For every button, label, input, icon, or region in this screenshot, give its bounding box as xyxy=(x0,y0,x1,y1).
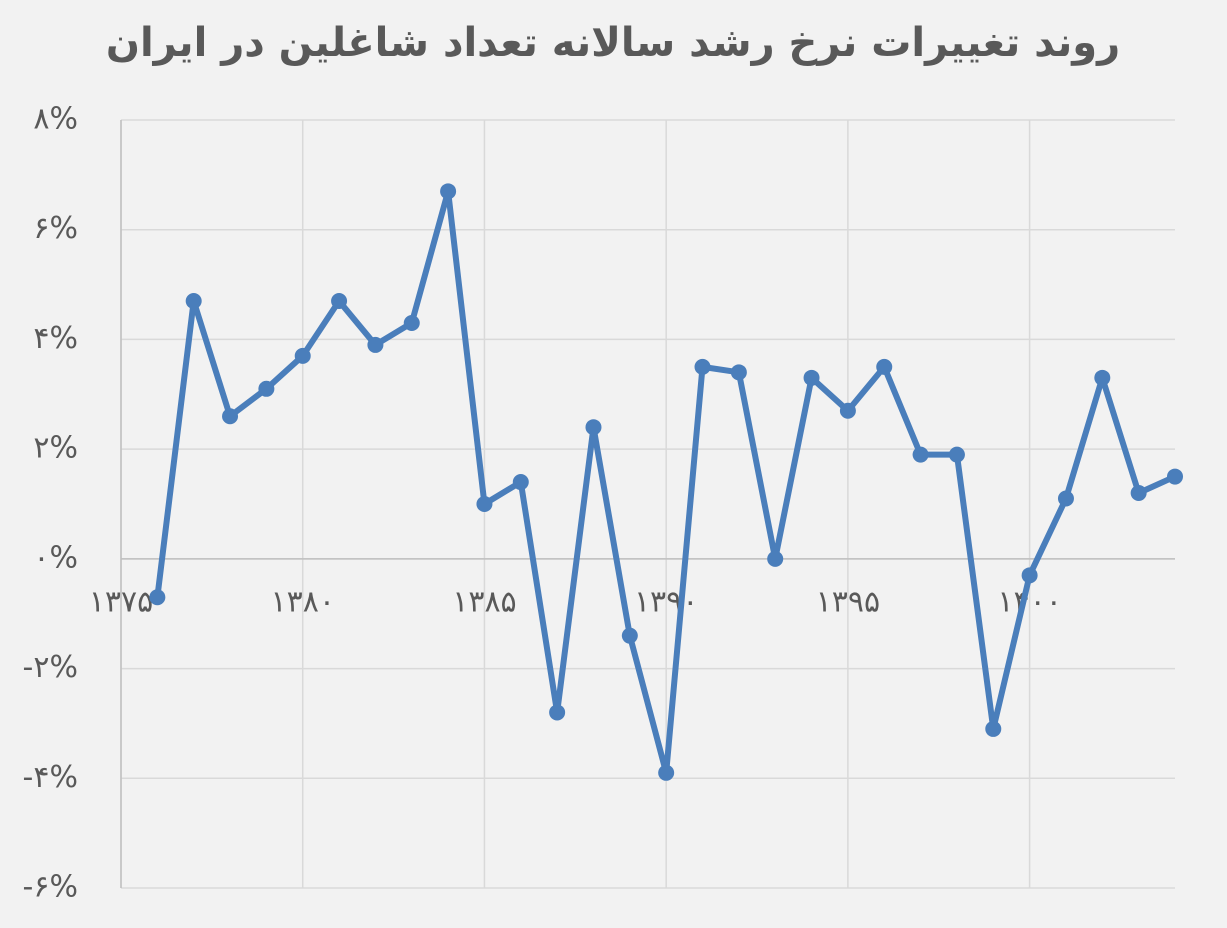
data-point xyxy=(621,627,638,644)
chart-title: روند تغییرات نرخ رشد سالانه تعداد شاغلین… xyxy=(106,20,1120,66)
data-point xyxy=(258,380,275,397)
data-point xyxy=(476,496,493,512)
data-point xyxy=(331,293,348,310)
data-point xyxy=(149,589,166,606)
data-point xyxy=(658,764,675,781)
data-point xyxy=(222,408,239,425)
data-point xyxy=(1021,567,1038,584)
data-point xyxy=(803,369,820,386)
data-point xyxy=(585,419,602,436)
data-point xyxy=(694,358,711,375)
data-point xyxy=(1057,490,1074,507)
data-point xyxy=(1167,468,1183,485)
y-tick-label: ۸% xyxy=(33,102,78,137)
data-point xyxy=(767,550,784,567)
data-point xyxy=(876,358,893,375)
x-tick-label: ۱۳۸۰ xyxy=(270,584,334,619)
y-tick-label: ۶% xyxy=(33,211,78,246)
data-point xyxy=(1130,485,1147,502)
x-tick-label: ۱۳۹۰ xyxy=(634,584,698,619)
data-point xyxy=(367,336,384,353)
data-point xyxy=(912,446,929,463)
y-tick-label: -۶% xyxy=(23,870,78,905)
data-point xyxy=(512,474,529,491)
y-tick-label: -۴% xyxy=(23,760,78,795)
data-point xyxy=(294,347,311,364)
data-point xyxy=(185,293,202,310)
data-point xyxy=(403,314,420,331)
y-tick-label: -۲% xyxy=(23,650,78,685)
x-tick-label: ۱۳۹۵ xyxy=(816,584,880,619)
data-point xyxy=(839,402,856,419)
data-point xyxy=(549,704,566,721)
data-point xyxy=(985,720,1002,737)
y-tick-label: ۰% xyxy=(33,540,78,575)
data-point xyxy=(948,446,965,463)
data-point xyxy=(1094,369,1111,386)
x-tick-label: ۱۴۰۰ xyxy=(997,584,1061,619)
x-tick-label: ۱۳۸۵ xyxy=(452,584,516,619)
data-point xyxy=(440,183,457,200)
y-tick-label: ۴% xyxy=(33,321,78,356)
data-point xyxy=(730,364,747,381)
y-tick-label: ۲% xyxy=(33,431,78,466)
